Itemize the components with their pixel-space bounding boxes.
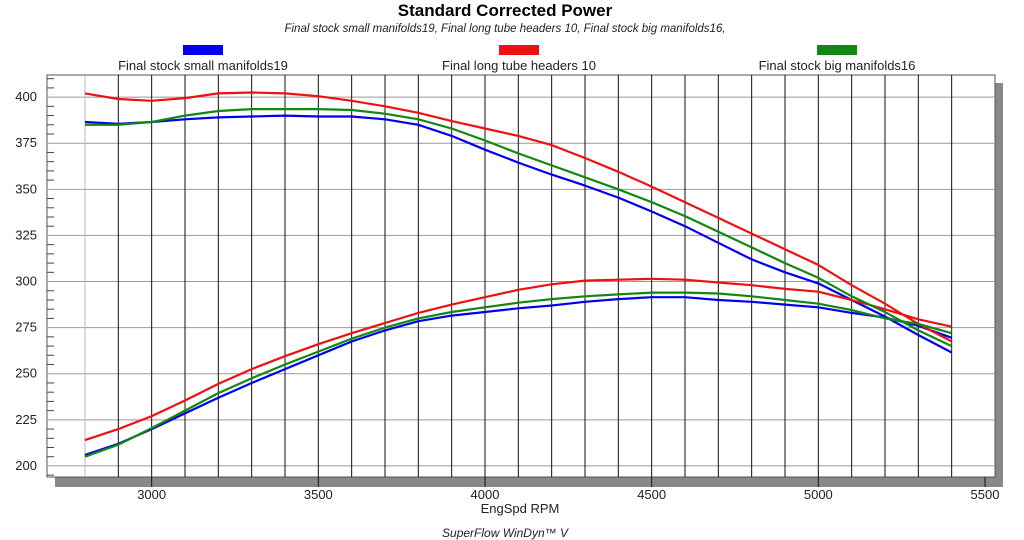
series-line-upper-1 [84,91,953,343]
legend-label: Final long tube headers 10 [442,58,596,73]
legend-swatch [817,45,857,55]
y-tick-label: 350 [15,181,37,196]
chart-subtitle: Final stock small manifolds19, Final lon… [284,23,725,35]
legend-swatch [499,45,539,55]
y-tick-label: 325 [15,227,37,242]
series-line-lower-2 [84,291,952,458]
y-tick-label: 400 [15,89,37,104]
x-tick-label: 4000 [471,487,500,502]
series-line-upper-2 [85,107,953,348]
x-tick-label: 5500 [971,487,1000,502]
legend-swatch [183,45,223,55]
chart-title: Standard Corrected Power [398,1,613,20]
x-tick-label: 4500 [637,487,666,502]
x-tick-label: 3000 [137,487,166,502]
legend-label: Final stock big manifolds16 [759,58,916,73]
footer-text: SuperFlow WinDyn™ V [442,526,569,540]
series-line-upper-0 [84,114,953,354]
y-tick-label: 250 [15,366,37,381]
legend-label: Final stock small manifolds19 [118,58,288,73]
x-tick-label: 5000 [804,487,833,502]
series-line-lower-1 [84,277,952,442]
x-axis-label: EngSpd RPM [481,501,560,516]
grid [47,75,995,477]
series-line-lower-0 [84,296,953,456]
y-tick-label: 375 [15,135,37,150]
series-lines [84,91,953,458]
legend: Final stock small manifolds19 Final long … [118,45,915,73]
plot-area [46,74,996,478]
axes: 200 225 250 275 300 325 350 375 400 3000 3500 4000 4… [15,78,1000,502]
y-tick-label: 200 [15,458,37,473]
y-tick-label: 300 [15,274,37,289]
x-tick-label: 3500 [304,487,333,502]
y-tick-label: 275 [15,320,37,335]
y-tick-label: 225 [15,412,37,427]
